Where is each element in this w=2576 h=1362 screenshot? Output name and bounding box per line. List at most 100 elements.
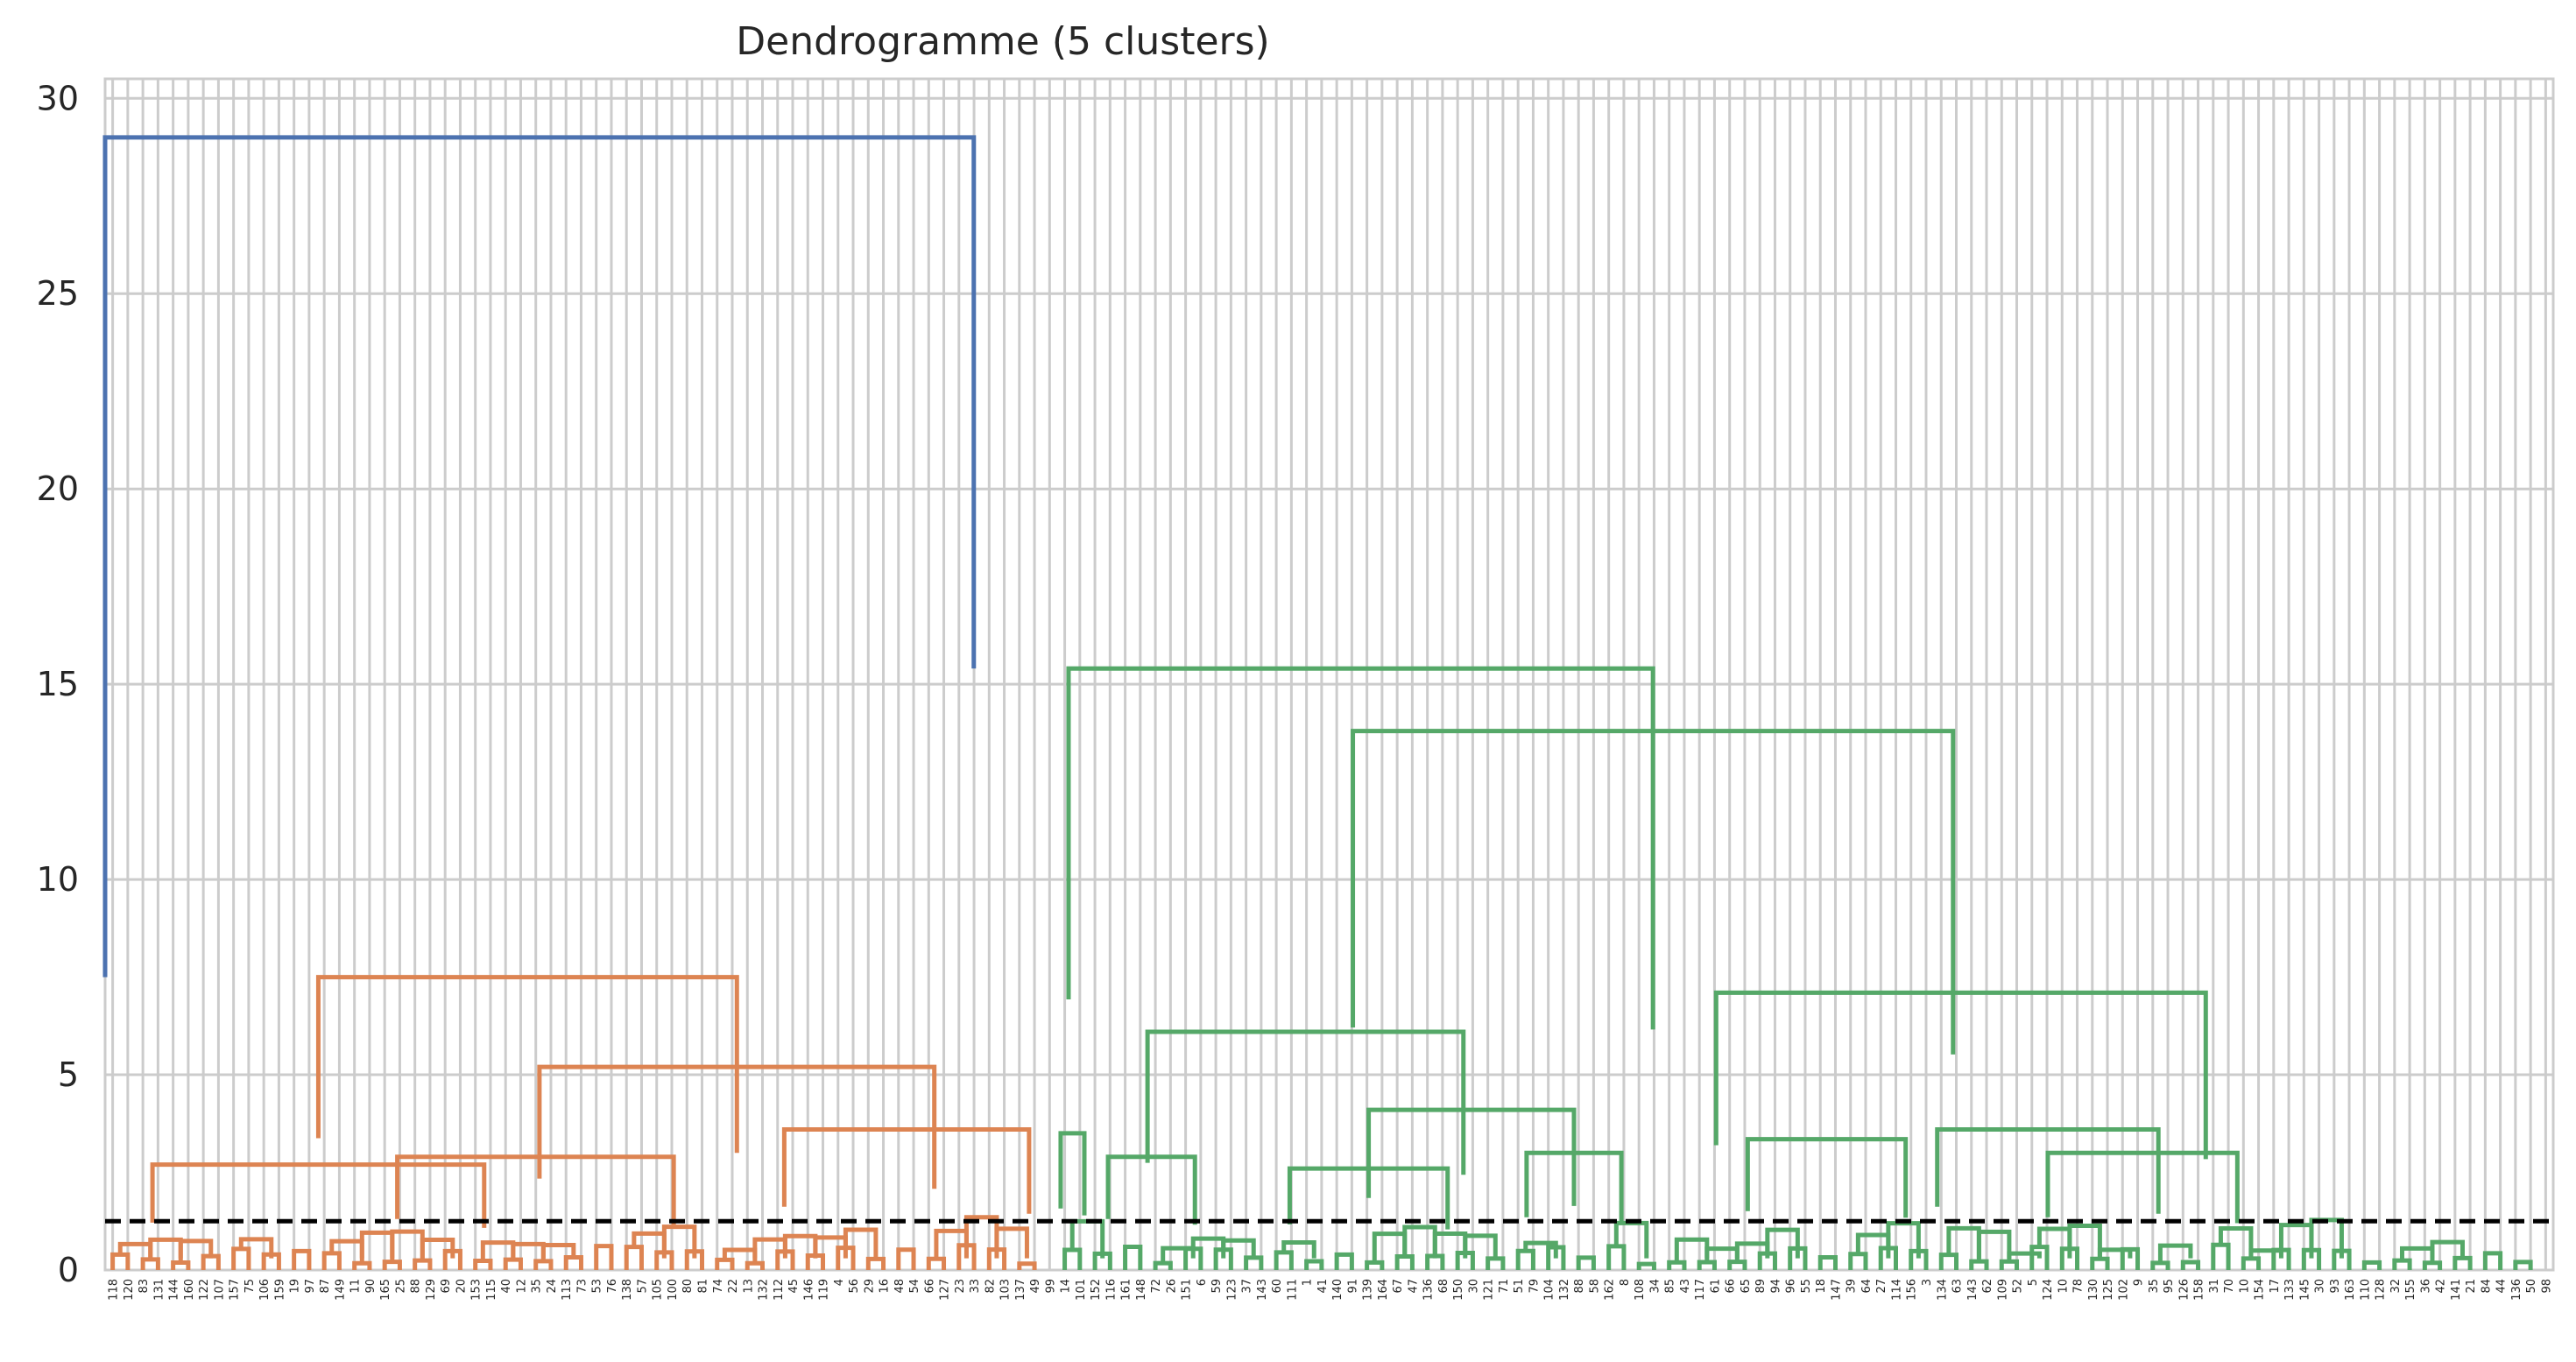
y-tick-label: 10 xyxy=(37,860,79,899)
leaf-merge xyxy=(2097,1247,2133,1260)
x-tick-label: 123 xyxy=(1225,1279,1239,1301)
x-tick-label: 83 xyxy=(138,1279,151,1294)
x-tick-label: 110 xyxy=(2359,1279,2372,1301)
x-tick-label: 96 xyxy=(1785,1279,1798,1294)
x-tick-label: 97 xyxy=(304,1279,317,1294)
x-tick-label: 165 xyxy=(379,1279,392,1301)
x-tick-label: 109 xyxy=(1996,1279,2009,1301)
leaf-merge xyxy=(1999,1259,2020,1270)
x-tick-label: 124 xyxy=(2042,1279,2055,1301)
x-tick-label: 117 xyxy=(1694,1279,1707,1301)
leaf-merge xyxy=(1304,1259,1324,1270)
x-tick-label: 116 xyxy=(1105,1279,1118,1301)
leaf-merge xyxy=(292,1248,312,1270)
y-tick-label: 0 xyxy=(58,1251,79,1289)
cluster-link xyxy=(1366,1107,1577,1206)
x-tick-label: 32 xyxy=(2389,1279,2403,1294)
x-tick-label: 10 xyxy=(2057,1279,2070,1294)
x-tick-label: 20 xyxy=(455,1279,468,1294)
leaf-merge xyxy=(986,1247,1007,1270)
leaf-merge xyxy=(2248,1248,2283,1259)
x-tick-label: 144 xyxy=(168,1279,181,1301)
leaf-merge xyxy=(178,1239,214,1263)
x-tick-label: 104 xyxy=(1543,1279,1556,1301)
y-tick-label: 30 xyxy=(37,79,79,117)
x-tick-label: 75 xyxy=(243,1279,257,1294)
x-tick-label: 115 xyxy=(485,1279,498,1301)
x-tick-label: 98 xyxy=(2540,1279,2553,1294)
leaf-merge xyxy=(1909,1248,1929,1270)
leaf-merge xyxy=(533,1259,554,1270)
x-tick-label: 102 xyxy=(2117,1279,2130,1301)
x-tick-label: 84 xyxy=(2480,1279,2493,1294)
x-tick-label: 71 xyxy=(1498,1279,1511,1294)
x-tick-label: 70 xyxy=(2223,1279,2236,1294)
x-tick-label: 127 xyxy=(939,1279,952,1301)
x-tick-label: 87 xyxy=(319,1279,332,1294)
x-tick-label: 133 xyxy=(2283,1279,2297,1301)
leaf-merge xyxy=(1976,1229,2012,1262)
leaf-merge xyxy=(2452,1255,2473,1270)
x-tick-label: 100 xyxy=(667,1279,680,1301)
y-tick-label: 25 xyxy=(37,274,79,313)
x-tick-label: 121 xyxy=(1483,1279,1496,1301)
x-tick-label: 18 xyxy=(1815,1279,1828,1294)
leaf-merge xyxy=(1213,1247,1233,1270)
x-tick-label: 4 xyxy=(833,1279,846,1286)
x-tick-label: 88 xyxy=(1573,1279,1586,1294)
x-tick-label: 128 xyxy=(2375,1279,2388,1301)
x-tick-label: 55 xyxy=(1800,1279,1813,1294)
x-tick-label: 149 xyxy=(334,1279,347,1301)
x-tick-label: 73 xyxy=(575,1279,589,1294)
x-tick-label: 69 xyxy=(440,1279,453,1294)
leaf-merge xyxy=(1274,1250,1294,1270)
cluster-link xyxy=(1713,990,2208,1160)
x-tick-label: 14 xyxy=(1060,1279,1073,1294)
x-tick-label: 60 xyxy=(1271,1279,1284,1294)
x-tick-label: 66 xyxy=(923,1279,936,1294)
x-tick-label: 131 xyxy=(152,1279,166,1301)
leaf-merge xyxy=(2301,1247,2322,1270)
leaf-merge xyxy=(1727,1260,1747,1270)
leaf-merge xyxy=(110,1252,131,1270)
leaf-merge xyxy=(1765,1227,1800,1259)
x-tick-label: 163 xyxy=(2344,1279,2357,1301)
chart-title: Dendrogramme (5 clusters) xyxy=(736,19,1270,64)
x-tick-label: 136 xyxy=(1422,1279,1436,1301)
leaf-merge xyxy=(540,1243,576,1261)
x-tick-label: 78 xyxy=(2072,1279,2086,1294)
x-tick-label: 111 xyxy=(1286,1279,1299,1301)
x-tick-label: 125 xyxy=(2102,1279,2115,1301)
leaf-merge xyxy=(1486,1256,1506,1270)
leaf-merge xyxy=(1153,1260,1173,1270)
x-tick-label: 56 xyxy=(848,1279,861,1294)
x-tick-label: 13 xyxy=(742,1279,755,1294)
x-tick-label: 145 xyxy=(2298,1279,2311,1301)
cluster-link xyxy=(1745,1137,1909,1218)
leaf-merge xyxy=(2067,1223,2102,1259)
x-tick-label: 61 xyxy=(1709,1279,1722,1294)
x-tick-label: 1 xyxy=(1302,1279,1315,1286)
x-tick-label: 30 xyxy=(1467,1279,1480,1294)
x-tick-label: 146 xyxy=(802,1279,815,1301)
x-tick-label: 113 xyxy=(561,1279,574,1301)
leaf-merge xyxy=(624,1245,644,1270)
x-tick-label: 25 xyxy=(394,1279,407,1294)
x-tick-label: 19 xyxy=(289,1279,302,1294)
leaf-merge xyxy=(2361,1260,2382,1270)
x-tick-label: 162 xyxy=(1604,1279,1617,1301)
leaf-merge xyxy=(1667,1260,1687,1270)
cluster-link xyxy=(395,1154,676,1225)
x-tick-label: 31 xyxy=(2208,1279,2221,1294)
x-tick-label: 11 xyxy=(349,1279,363,1294)
leaf-merge xyxy=(2332,1248,2352,1270)
x-tick-label: 26 xyxy=(1165,1279,1178,1294)
x-tick-label: 151 xyxy=(1181,1279,1194,1301)
x-tick-label: 107 xyxy=(213,1279,226,1301)
leaf-merge xyxy=(1183,1246,1203,1270)
x-tick-label: 153 xyxy=(470,1279,483,1301)
leaf-merge xyxy=(654,1250,674,1270)
x-tick-label: 132 xyxy=(1558,1279,1571,1301)
leaf-merge xyxy=(503,1257,523,1270)
